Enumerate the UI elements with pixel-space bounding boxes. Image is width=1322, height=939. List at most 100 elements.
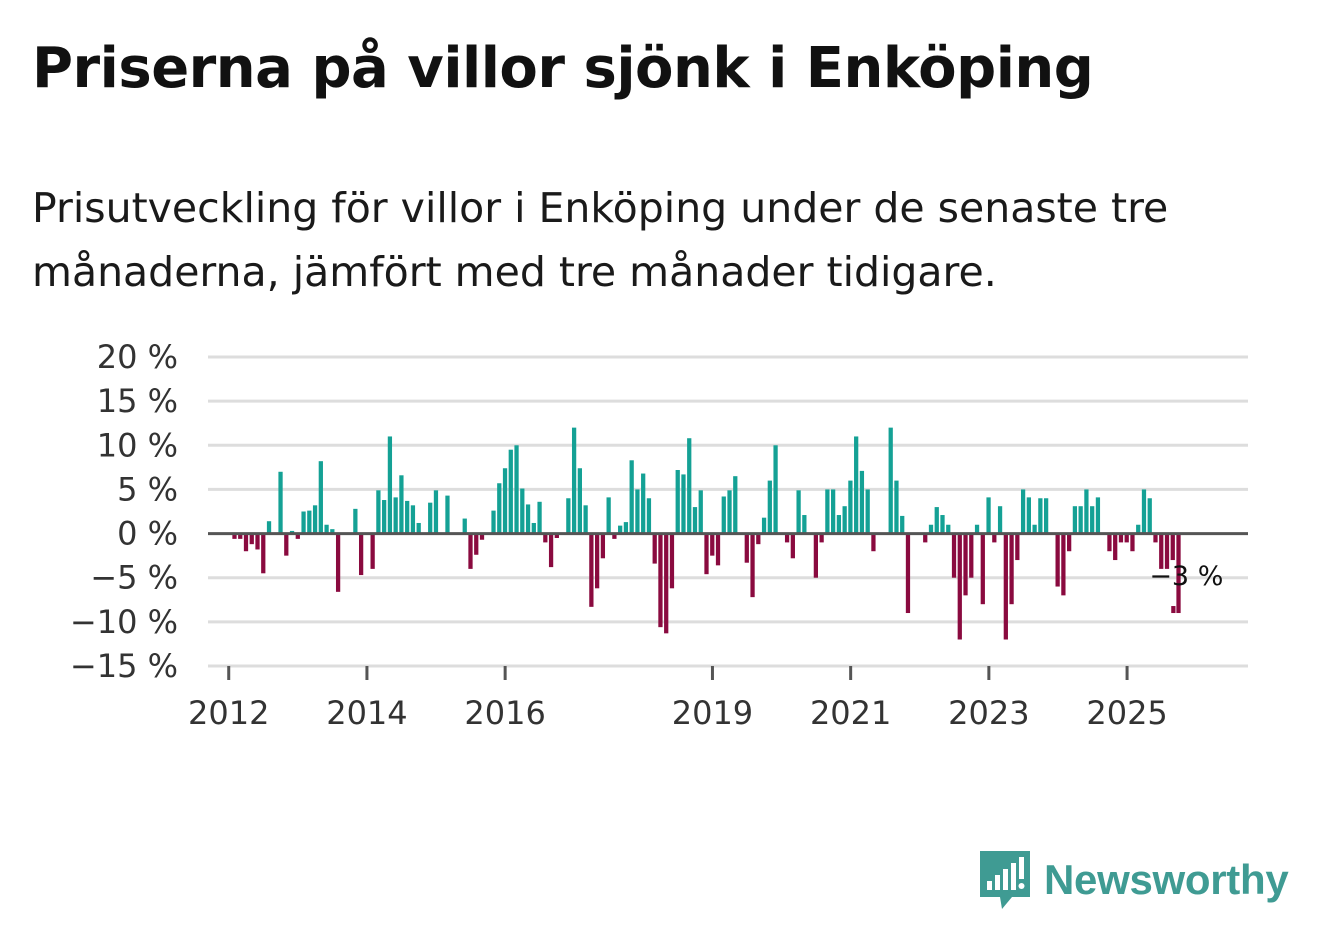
data-bar: [243, 533, 249, 552]
price-change-bar-chart: 20 % 15 % 10 % 5 % 0 % −5 % −10 % −15 % −3 % 2012…: [70, 338, 1248, 732]
data-bar: [928, 524, 934, 534]
data-bar: [767, 480, 772, 534]
data-bar: [623, 522, 629, 534]
data-bar: [606, 497, 611, 534]
data-bar: [750, 533, 755, 598]
data-bar: [784, 533, 790, 543]
x-tick-label: 2016: [464, 694, 545, 732]
data-bar: [433, 490, 439, 534]
data-bar: [946, 524, 951, 534]
data-bar: [1084, 489, 1089, 534]
y-tick-label: −10 %: [70, 603, 178, 641]
data-bar: [641, 473, 646, 534]
data-bar: [733, 476, 738, 534]
data-bar: [358, 533, 364, 576]
data-bar: [658, 533, 663, 628]
y-tick-label: 10 %: [97, 426, 178, 464]
last-value-annotation: −3 %: [1149, 561, 1223, 592]
x-tick-label: 2019: [672, 694, 753, 732]
data-bar: [721, 496, 726, 534]
data-bar: [1072, 506, 1078, 534]
data-bar: [295, 533, 300, 539]
data-bar: [531, 522, 536, 534]
data-bar: [312, 505, 318, 534]
data-bar: [353, 508, 358, 534]
data-bar: [1170, 533, 1175, 561]
data-bar: [669, 533, 675, 589]
data-bar: [1141, 489, 1147, 534]
data-bar: [1147, 498, 1152, 534]
data-bar: [1113, 533, 1118, 561]
data-bar: [589, 533, 594, 607]
data-bar: [969, 533, 974, 578]
data-bar: [1159, 533, 1164, 569]
data-bar: [687, 438, 692, 534]
data-bar: [324, 524, 329, 534]
x-tick-label: 2021: [810, 694, 891, 732]
data-bar: [894, 480, 899, 534]
data-bar: [416, 522, 421, 534]
chart-subtitle: Prisutveckling för villor i Enköping und…: [32, 184, 1169, 296]
data-bar: [710, 533, 715, 556]
data-bar: [543, 533, 548, 543]
data-bar: [618, 525, 623, 534]
data-bar: [462, 518, 467, 534]
data-bar: [871, 533, 876, 552]
y-tick-label: 20 %: [97, 338, 178, 376]
y-tick-label: 0 %: [117, 515, 178, 553]
data-bar: [646, 498, 652, 534]
data-bar: [405, 500, 410, 534]
data-bar: [508, 449, 513, 534]
data-bar: [474, 533, 479, 555]
x-tick-label: 2023: [948, 694, 1029, 732]
data-bar: [761, 517, 767, 534]
data-bar: [1124, 533, 1129, 543]
data-bar: [249, 533, 254, 545]
data-bar: [537, 501, 542, 534]
data-bar: [554, 533, 559, 538]
data-bar: [1153, 533, 1158, 543]
data-bar: [266, 521, 272, 534]
data-bar: [1164, 533, 1170, 569]
data-bar: [479, 533, 485, 540]
data-bar: [629, 460, 634, 534]
data-bar: [963, 533, 968, 596]
data-bar: [888, 427, 893, 534]
data-bar: [318, 461, 323, 534]
data-bar: [974, 524, 980, 534]
y-tick-label: 15 %: [97, 382, 178, 420]
data-bar: [571, 427, 577, 534]
data-bar: [387, 436, 393, 534]
data-bar: [1038, 498, 1043, 534]
data-bar: [1015, 533, 1020, 561]
data-bar: [1067, 533, 1072, 552]
data-bar: [238, 533, 243, 539]
data-bar: [1136, 524, 1141, 534]
data-bar: [854, 436, 859, 534]
data-bar: [370, 533, 375, 569]
data-bar: [819, 533, 824, 543]
data-bar: [859, 470, 865, 534]
data-bar: [307, 510, 312, 534]
data-bar: [986, 497, 991, 534]
data-bar: [1090, 506, 1095, 534]
data-bar: [934, 507, 939, 534]
data-bar: [577, 468, 582, 534]
data-bar: [773, 445, 778, 534]
data-bar: [595, 533, 600, 589]
data-bar: [284, 533, 289, 556]
data-bar: [796, 490, 801, 534]
data-bar: [1032, 524, 1037, 534]
data-bar: [410, 505, 416, 534]
data-bar: [612, 533, 617, 539]
data-bar: [1061, 533, 1066, 596]
brand-name: Newsworthy: [1044, 856, 1289, 903]
data-bar: [1009, 533, 1014, 605]
data-bar: [1055, 533, 1060, 587]
data-bar: [376, 490, 381, 534]
data-bar: [520, 488, 525, 534]
data-bar: [468, 533, 473, 569]
data-bar: [715, 533, 721, 566]
data-bar: [399, 475, 404, 534]
data-bar: [842, 506, 847, 534]
